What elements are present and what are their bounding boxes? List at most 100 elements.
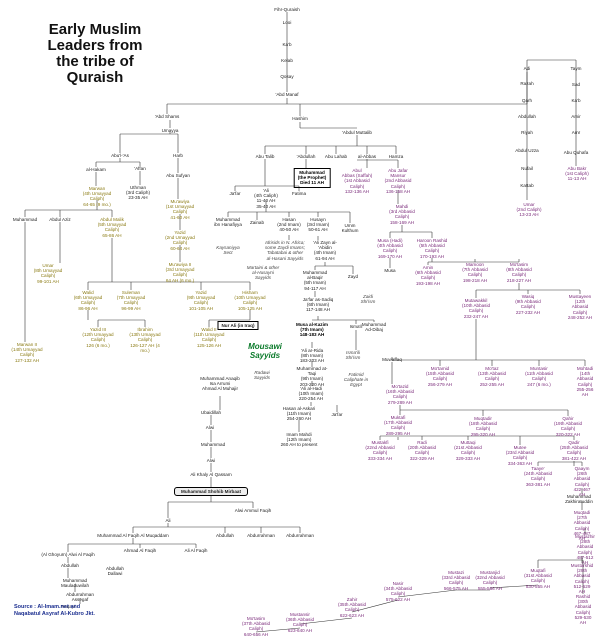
node-marwan2: Marwan II (14th Umayyad Caliph) 127-132 … [11, 342, 43, 363]
node-yazid3: Yazid III (12th Umayyad Caliph) 126 (6 m… [82, 327, 114, 348]
node-amr: Amr [571, 130, 581, 135]
node-muntasir: Muntasir (11th Abbasid Caliph) 247 (6 mo… [525, 366, 553, 387]
node-martaini: Martaini & other al-Husayni Sayyids [246, 265, 280, 281]
node-mutazz: Mo'taz (13th Abbasid Caliph) 252-255 AH [477, 366, 507, 387]
node-kaysaniyya: Kaysaniyya Sect [216, 245, 240, 256]
node-ghoyurn: (Al Ghoyurn) Alwi Al Faqih [41, 552, 95, 557]
node-kattab: Kattab [520, 183, 534, 188]
node-ibrahim: Ibrahim (13th Umayyad Caliph) 126-127 AH… [129, 327, 161, 353]
node-abdshams: 'Abd Shams [154, 114, 180, 119]
node-qarh: Qarh [521, 98, 533, 103]
node-idrisids: Idrisids in N. Africa; some Zaydi Imams;… [264, 240, 306, 261]
node-mustazhir: Mustazhir (28th Abbasid Caliph) 487-512 … [575, 534, 595, 566]
node-walid2: Walid II (11th Umayyad Caliph) 125-126 A… [193, 327, 225, 348]
node-razah: Razah [520, 81, 534, 86]
node-kaab2: Ka'b [571, 98, 581, 103]
node-ali-hadi: 'Ali al-Hadi (10th Imam) 220-254 AH [298, 386, 324, 402]
node-suleman: Suleman (7th Umayyad Caliph) 96-99 AH [116, 290, 146, 311]
node-muhammad-zakhira: Muhammad Zakhiratuddin [565, 494, 593, 505]
node-qadir: Qadir (25th Abbasid Caliph) 381-422 AH [559, 440, 589, 461]
node-muhammad-mirbat: Muhammad Shohib Mirbaat [174, 487, 248, 497]
node-abu-talib: Abu Talib [255, 154, 275, 159]
node-kelab: Kelab [281, 58, 293, 63]
node-radawi: Radawi Sayyids [253, 370, 271, 381]
node-abu-quhafa: Abu Quhafa [563, 150, 589, 155]
node-marwan: Marwan (4th Umayyad Caliph) 64-65 (9 mo.… [82, 186, 112, 207]
node-abdul-malik: Abdul Malik (5th Umayyad Caliph) 65-86 A… [97, 217, 127, 238]
node-wasiq: Wasiq (9th Abbasid Caliph) 227-232 AH [515, 294, 541, 315]
node-muhtadi: Mohtadi (14th Abbasid Caliph) 255-256 AH [576, 366, 594, 398]
node-sad: Sad [571, 82, 581, 87]
node-hasan: Hasan (2nd Imam) 40-50 AH [277, 217, 301, 233]
node-abdurrahman-2: Abdurrahman [286, 533, 314, 538]
node-harun: Haroon Rashid (5th Abbasid Caliph) 170-1… [416, 238, 448, 259]
node-abu-lahab: Abu Lahab [324, 154, 348, 159]
node-abul-as: Abu'l-'As [111, 153, 129, 158]
node-mustazi: Mustazi (33rd Abbasid Caliph) 566-575 AH [441, 570, 471, 591]
node-rashid: Rashid (30th Abbasid Caliph) 529-530 AH [574, 594, 592, 626]
node-zayd: Zayd [347, 274, 359, 279]
node-riyah: Riyah [521, 130, 533, 135]
node-walid: Walid (6th Umayyad Caliph) 86-96 AH [73, 290, 103, 311]
node-abdmanaf: 'Abd Manaf [275, 92, 299, 97]
node-abu-sufyan: Abu Sufyan [166, 173, 190, 178]
node-ibn-hanafiyya: Muhammad ibn Hanafiyya [214, 217, 242, 228]
node-alwi: Alwi [205, 425, 215, 430]
node-fatimid: Fatimid Caliphate in Egypt [343, 372, 369, 388]
node-muhammad-left: Muhammad [12, 217, 38, 222]
node-abu-bakr: Abu Bakr (1st Caliph) 11-13 AH [565, 166, 589, 182]
node-hasan-askari: Hasan al-Askari (11th Imam) 254-260 AH [282, 406, 316, 422]
node-mustarshid: Mustarshid (29th Abbasid Caliph) 512-529… [570, 563, 594, 595]
node-uthman: Uthman (3rd Caliph) 23-35 AH [126, 185, 150, 201]
node-mustaeen: Mustayeen (12th Abbasid Caliph) 248-252 … [567, 294, 593, 320]
node-muqtadir: Muqtadir (18th Abbasid Caliph) 295-320 A… [468, 416, 498, 437]
node-fatima: Fatima [291, 191, 307, 196]
node-taym: Taym [570, 66, 582, 71]
node-amin: Amin (6th Abbasid Caliph) 193-198 AH [415, 265, 441, 286]
node-yazid: Yazid (2nd Umayyad Caliph) 60-64 AH [165, 230, 195, 251]
connector-line [299, 617, 353, 625]
node-tai: Taaye' (24th Abbasid Caliph) 363-381 AH [523, 466, 553, 487]
source-credit: Source : Al-Imam.net and Naqabatul Asyra… [14, 604, 95, 618]
node-muqtadi: Muqtadi (27th Abbasid Caliph) 467-487 AH [573, 510, 591, 542]
node-muttaqi: Muttaqi (21st Abbasid Caliph) 329-333 AH [454, 440, 482, 461]
node-mahdi: Mahdi (3rd Abbasid Caliph) 158-169 AH [389, 204, 415, 225]
node-mousawi: Mousawi Sayyids [248, 342, 282, 360]
node-ali: 'Ali (4th Caliph) 11-40 AH 35-40 AH [254, 188, 278, 209]
node-abul-abbas: Abul Abbas (Saffah) (1st Abbasid Caliph)… [341, 168, 373, 194]
node-mamoon: Mamoon (7th Abbasid Caliph) 198-218 AH [462, 262, 488, 283]
node-umm-kulthum: Umm Kulthum [341, 223, 359, 234]
node-zainab: Zainab [249, 220, 265, 225]
source-line-1: Source : Al-Imam.net and [14, 604, 81, 610]
node-ismail: Isma'il [349, 324, 363, 329]
node-qosay: Qosay [280, 74, 294, 79]
node-umayya: Umayya [161, 128, 179, 133]
node-alwi2: Alwi [206, 458, 216, 463]
connector-line [397, 589, 457, 598]
node-adi: Adi [523, 66, 531, 71]
node-zaidi-shiism: Zaidi Shi'ism [360, 294, 376, 305]
node-ali-c: Ali [165, 518, 171, 523]
node-jafar2: Ja'far [331, 412, 343, 417]
node-mustakfi: Mustakfi (22nd Abbasid Caliph) 333-334 A… [365, 440, 395, 461]
node-kaab: Ka'b [282, 42, 292, 47]
node-qahir: Qahir (19th Abbasid Caliph) 320-322 AH [553, 416, 583, 437]
node-musa-hadi: Musa (Hadi) (4th Abbasid Caliph) 169-170… [377, 238, 403, 259]
node-amir: Amir [571, 114, 581, 119]
node-abdmuttalib: 'Abdul Muttalib [342, 130, 372, 135]
connector-line [255, 627, 301, 633]
node-umar: Umar (2nd Caliph) 13-23 AH [516, 202, 542, 218]
source-line-2: Naqabatul Asyraf Al-Kubro Jkt. [14, 611, 95, 617]
node-ali-zayn: 'Ali Zayn al- 'Abidin (4th Imam) 61-94 A… [313, 240, 337, 261]
node-abdullah-adi: Abdullah [518, 114, 536, 119]
node-musa-kazim: Musa al-Kazim (7th Imam) 148-183 AH [296, 322, 328, 338]
connector-line [489, 584, 539, 589]
node-ubaidillah: Ubaidillah [200, 410, 222, 415]
node-affan: 'Affan [134, 166, 146, 171]
node-harb: Harb [173, 153, 183, 158]
node-alwi-ammulfaqih: Alwi Ammul Faqih [234, 508, 272, 513]
node-yazid2: Yazid (9th Umayyad Caliph) 101-105 AH [186, 290, 216, 311]
node-ali-ridha: 'Ali ar-Rida (8th Imam) 183-203 AH [299, 348, 325, 364]
node-hashim: Hashim [292, 116, 308, 121]
